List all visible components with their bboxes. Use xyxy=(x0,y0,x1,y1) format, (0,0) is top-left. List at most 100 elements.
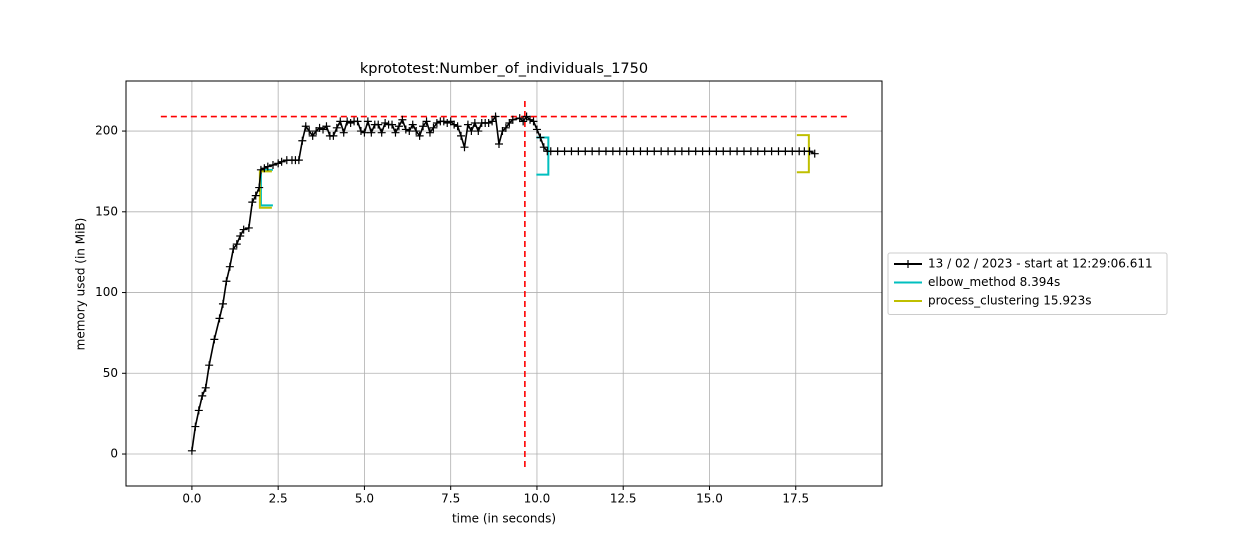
y-tick-label: 0 xyxy=(110,447,118,461)
data-marker xyxy=(401,125,410,134)
x-tick-label: 17.5 xyxy=(782,492,809,506)
data-marker xyxy=(467,127,476,136)
data-marker xyxy=(363,117,372,126)
data-marker xyxy=(615,147,624,156)
data-marker xyxy=(277,157,286,166)
x-tick-label: 5.0 xyxy=(355,492,374,506)
data-marker xyxy=(664,147,673,156)
data-marker xyxy=(643,147,652,156)
data-marker xyxy=(553,147,562,156)
data-marker xyxy=(422,117,431,126)
x-tick-label: 15.0 xyxy=(696,492,723,506)
data-marker xyxy=(298,136,307,145)
data-marker xyxy=(301,122,310,131)
data-marker xyxy=(529,117,538,126)
data-marker xyxy=(494,139,503,148)
data-marker xyxy=(733,147,742,156)
data-marker xyxy=(457,131,466,140)
data-marker xyxy=(398,115,407,124)
legend-label: 13 / 02 / 2023 - start at 12:29:06.611 xyxy=(928,257,1153,271)
data-marker xyxy=(205,361,214,370)
data-marker xyxy=(460,143,469,152)
data-marker xyxy=(526,115,535,124)
data-marker xyxy=(539,143,548,152)
data-marker xyxy=(519,117,528,126)
data-marker xyxy=(601,147,610,156)
data-marker xyxy=(367,128,376,137)
data-marker xyxy=(215,314,224,323)
data-marker xyxy=(187,446,196,455)
data-marker xyxy=(356,127,365,136)
data-marker xyxy=(239,225,248,234)
plot-frame xyxy=(125,80,883,487)
data-marker xyxy=(508,115,517,124)
data-marker xyxy=(774,147,783,156)
data-marker xyxy=(581,147,590,156)
data-marker xyxy=(332,123,341,132)
data-marker xyxy=(343,117,352,126)
data-marker xyxy=(210,335,219,344)
data-marker xyxy=(225,262,234,271)
legend-box xyxy=(887,252,1168,315)
legend-marker xyxy=(904,260,912,268)
data-marker xyxy=(636,147,645,156)
data-marker xyxy=(629,147,638,156)
data-marker xyxy=(229,244,238,253)
data-marker xyxy=(712,147,721,156)
data-marker xyxy=(274,159,283,168)
data-marker xyxy=(374,120,383,129)
data-marker xyxy=(739,147,748,156)
x-tick-label: 12.5 xyxy=(610,492,637,506)
data-marker xyxy=(488,117,497,126)
chart-title: kprototest:Number_of_individuals_1750 xyxy=(360,61,648,77)
data-marker xyxy=(388,120,397,129)
data-marker xyxy=(381,118,390,127)
data-marker xyxy=(263,162,272,171)
data-marker xyxy=(201,383,210,392)
data-marker xyxy=(574,147,583,156)
data-marker xyxy=(595,147,604,156)
data-marker xyxy=(255,183,264,192)
data-marker xyxy=(391,128,400,137)
data-marker xyxy=(232,240,241,249)
data-marker xyxy=(588,147,597,156)
data-marker xyxy=(470,118,479,127)
data-marker xyxy=(719,147,728,156)
data-marker xyxy=(622,147,631,156)
data-marker xyxy=(705,147,714,156)
data-marker xyxy=(412,127,421,136)
data-marker xyxy=(474,127,483,136)
data-marker xyxy=(501,123,510,132)
x-axis-label: time (in seconds) xyxy=(452,512,556,526)
data-marker xyxy=(463,120,472,129)
data-marker xyxy=(450,120,459,129)
legend-label: process_clustering 15.923s xyxy=(928,294,1092,308)
data-marker xyxy=(405,127,414,136)
data-marker xyxy=(329,131,338,140)
data-marker xyxy=(268,160,277,169)
data-marker xyxy=(315,123,324,132)
data-marker xyxy=(484,118,493,127)
legend-label: elbow_method 8.394s xyxy=(928,275,1060,289)
data-marker xyxy=(443,118,452,127)
data-marker xyxy=(453,122,462,131)
data-marker xyxy=(377,128,386,137)
data-marker xyxy=(491,112,500,121)
function-end-bracket xyxy=(796,134,810,174)
data-marker xyxy=(670,147,679,156)
data-marker xyxy=(336,117,345,126)
data-marker xyxy=(394,122,403,131)
data-marker xyxy=(684,147,693,156)
data-marker xyxy=(419,122,428,131)
x-tick-label: 7.5 xyxy=(441,492,460,506)
data-marker xyxy=(429,123,438,132)
data-marker xyxy=(251,191,260,200)
data-marker xyxy=(353,117,362,126)
y-tick-label: 50 xyxy=(103,366,118,380)
data-marker xyxy=(218,299,227,308)
data-marker xyxy=(360,128,369,137)
y-axis-label: memory used (in MiB) xyxy=(74,218,88,351)
data-marker xyxy=(248,198,257,207)
data-marker xyxy=(560,147,569,156)
